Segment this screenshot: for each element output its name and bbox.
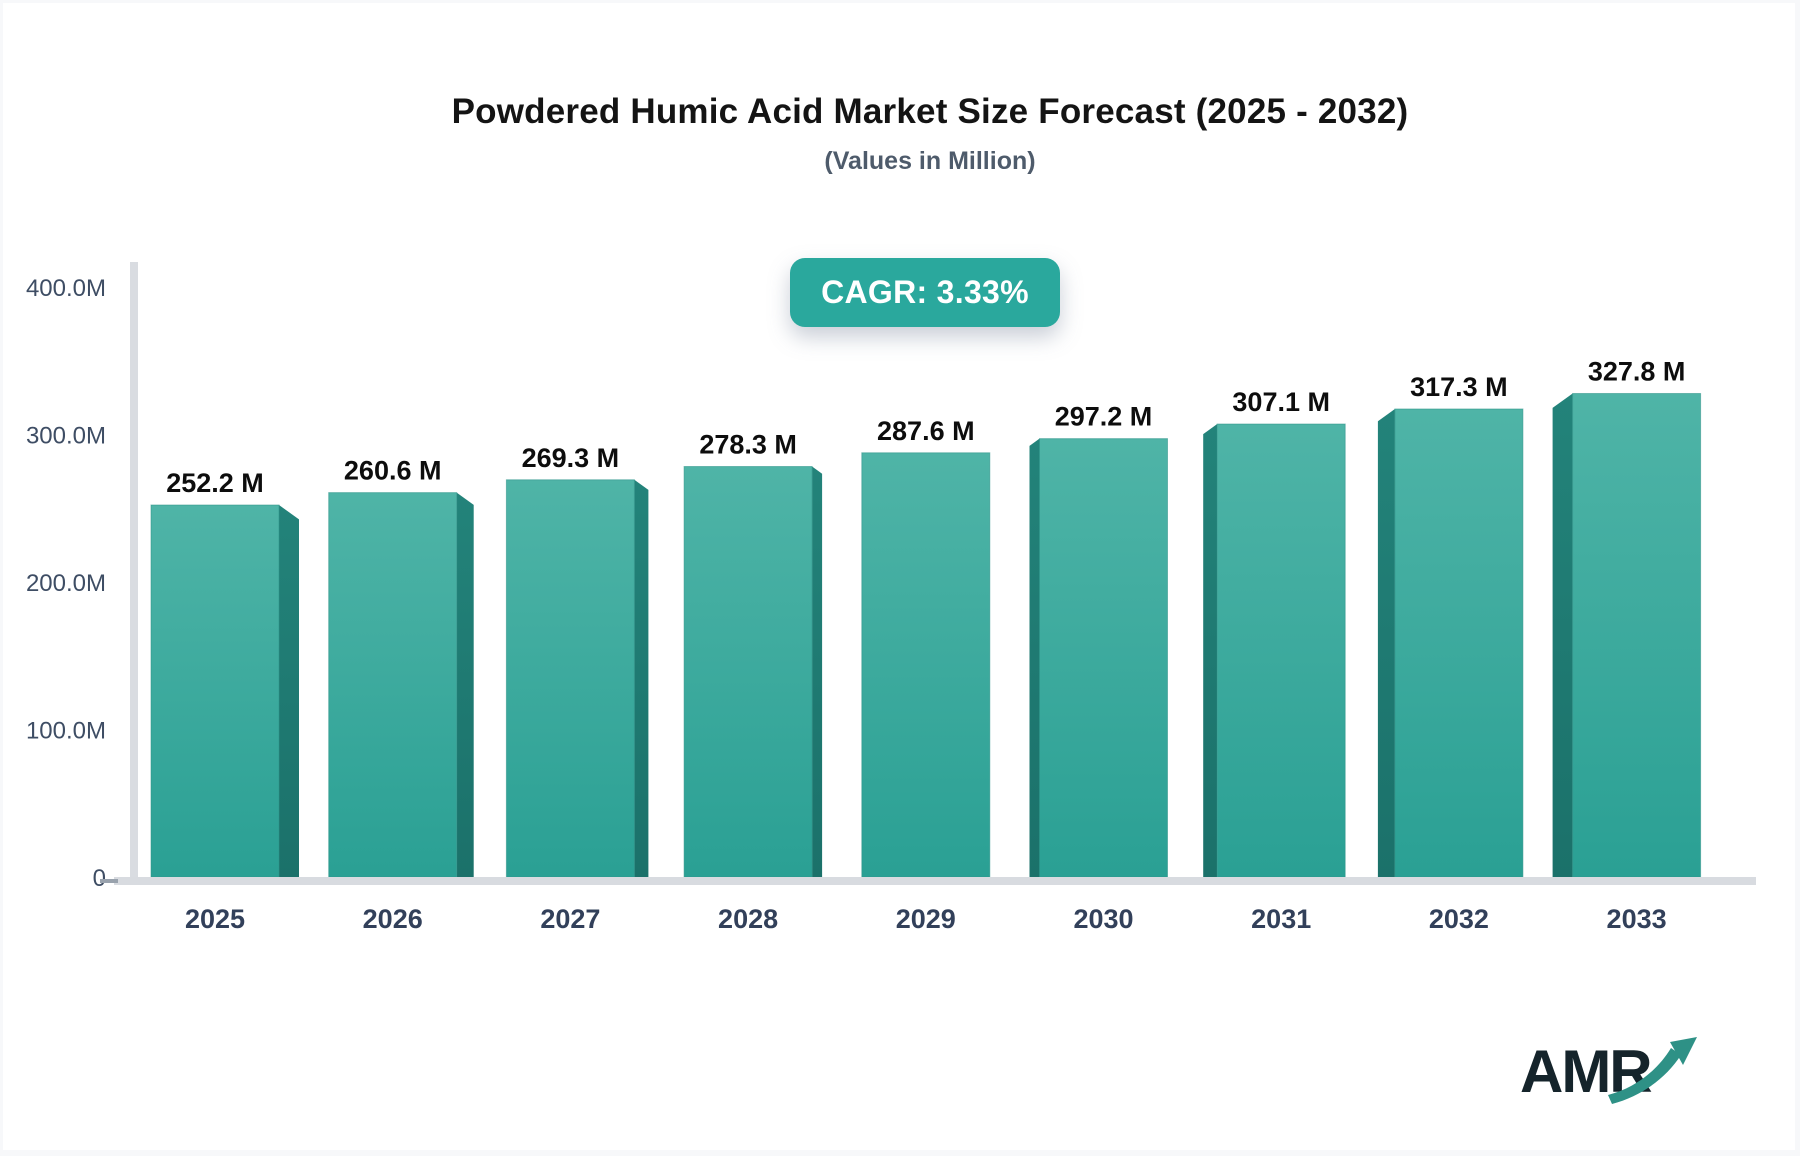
bar-value-label: 260.6 M: [344, 456, 442, 486]
x-tick-label: 2030: [1073, 904, 1133, 934]
bar-value-label: 317.3 M: [1410, 372, 1508, 402]
x-tick-label: 2031: [1251, 904, 1311, 934]
y-tick-label: 200.0M: [26, 570, 106, 597]
x-tick-label: 2026: [363, 904, 423, 934]
bar-value-label: 307.1 M: [1232, 387, 1330, 417]
amr-logo-graphic: AMR: [1520, 1037, 1697, 1105]
x-tick-label: 2029: [896, 904, 956, 934]
bar-face: [1039, 438, 1168, 878]
bar-2030: 297.2 M 2030: [1029, 402, 1168, 934]
bar-face: [1216, 423, 1346, 878]
bar-face: [328, 492, 458, 878]
chart-subtitle: (Values in Million): [824, 147, 1036, 175]
bar-value-label: 252.2 M: [166, 468, 264, 498]
x-tick-label: 2027: [540, 904, 600, 934]
bar-side: [634, 479, 649, 877]
bar-value-label: 287.6 M: [877, 416, 975, 446]
bar-value-label: 297.2 M: [1055, 402, 1153, 432]
bar-face: [683, 466, 813, 878]
bar-side: [279, 505, 299, 877]
y-tick-label: 400.0M: [26, 275, 106, 302]
bar-2026: 260.6 M 2026: [328, 456, 474, 934]
bar-value-label: 278.3 M: [699, 430, 797, 460]
bar-2033: 327.8 M 2033: [1552, 356, 1702, 934]
amr-logo: AMR: [1520, 1028, 1720, 1123]
cagr-badge: CAGR: 3.33%: [790, 258, 1060, 327]
chart-title: Powdered Humic Acid Market Size Forecast…: [451, 92, 1409, 131]
y-axis-line: [130, 262, 138, 877]
bar-value-label: 327.8 M: [1588, 356, 1686, 386]
growth-arrow-head-icon: [1670, 1037, 1697, 1065]
y-tick-label: 100.0M: [26, 718, 106, 745]
bar-value-label: 269.3 M: [522, 443, 620, 473]
bar-face: [1572, 392, 1702, 878]
zero-tick-dash: [100, 879, 118, 883]
cagr-badge-label: CAGR: 3.33%: [821, 274, 1029, 310]
x-tick-label: 2033: [1607, 904, 1667, 934]
bar-side: [812, 466, 823, 877]
x-axis-line: [114, 877, 1756, 885]
x-tick-label: 2025: [185, 904, 245, 934]
bar-face: [150, 504, 280, 878]
bar-2031: 307.1 M 2031: [1203, 387, 1346, 934]
x-tick-label: 2032: [1429, 904, 1489, 934]
bar-face: [505, 479, 635, 878]
bar-2027: 269.3 M 2027: [505, 443, 649, 934]
bar-face: [1394, 408, 1524, 878]
bar-2028: 278.3 M 2028: [683, 430, 823, 934]
bar-side: [456, 492, 474, 877]
bar-face: [861, 452, 991, 878]
bar-2032: 317.3 M 2032: [1377, 372, 1524, 934]
bar-side: [1377, 408, 1395, 877]
x-tick-label: 2028: [718, 904, 778, 934]
bar-side: [1203, 424, 1218, 877]
y-tick-label: 0: [93, 865, 106, 892]
growth-arrow-icon: [1608, 1048, 1681, 1104]
bar-2025: 252.2 M 2025: [150, 468, 299, 934]
bar-side: [1552, 393, 1573, 877]
bar-2029: 287.6 M 2029: [861, 416, 991, 934]
y-tick-label: 300.0M: [26, 423, 106, 450]
bar-side: [1029, 438, 1040, 877]
